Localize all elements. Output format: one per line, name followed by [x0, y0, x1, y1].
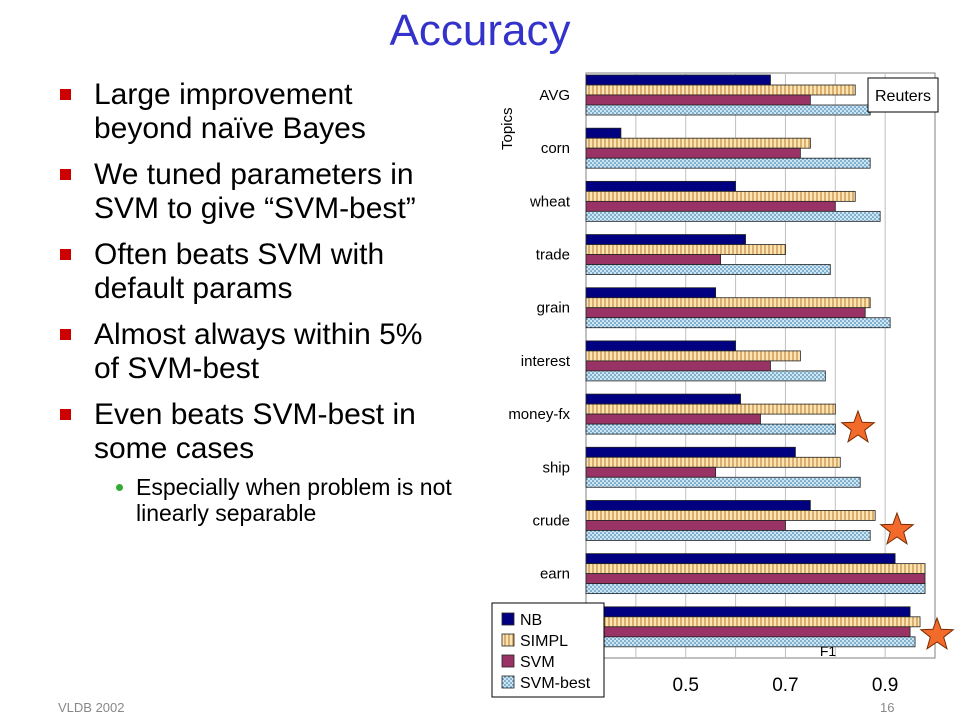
bullet-text: Almost always within 5% of SVM-best — [94, 318, 423, 385]
bar-nb-ship — [585, 446, 796, 458]
bullet-item: We tuned parameters in SVM to give “SVM-… — [58, 158, 454, 226]
x-tick-label: 0.5 — [673, 675, 699, 696]
bar-svm-earn — [585, 573, 926, 585]
bullet-text: Often beats SVM with default params — [94, 238, 385, 305]
sub-bullet-text: Especially when problem is not linearly … — [136, 474, 452, 526]
x-tick-label: 0.7 — [772, 675, 798, 696]
slide-title: Accuracy — [389, 6, 571, 55]
bar-svm-avg — [585, 94, 811, 106]
bar-svm-money-fx — [585, 413, 761, 425]
bar-simpl-trade — [585, 244, 786, 255]
bar-svm-trade — [585, 254, 722, 265]
category-label: grain — [537, 300, 570, 317]
bar-svm-crude — [585, 520, 786, 531]
legend-swatch-svm-best — [501, 675, 515, 689]
bullet-marker-icon — [60, 249, 71, 260]
bullet-marker-icon — [60, 409, 71, 420]
bar-svm-best-trade — [585, 264, 831, 275]
category-label: crude — [532, 512, 570, 529]
bar-simpl-ship — [585, 456, 841, 468]
bar-simpl-interest — [585, 350, 801, 362]
category-label: earn — [540, 566, 570, 583]
star-icon — [840, 409, 876, 443]
bullet-list: Large improvement beyond naïve Bayes We … — [58, 78, 458, 526]
bar-simpl-corn — [585, 137, 811, 149]
bar-svm-corn — [585, 147, 801, 159]
bar-simpl-wheat — [585, 190, 856, 202]
legend-swatch-simpl — [501, 633, 515, 647]
category-label: interest — [521, 353, 571, 370]
bar-nb-grain — [585, 287, 717, 299]
legend-label: NB — [520, 612, 542, 629]
bullet-item: Often beats SVM with default params — [58, 238, 454, 306]
bar-svm-best-money-fx — [585, 423, 836, 435]
legend-label: SVM — [520, 654, 555, 671]
bar-svm-interest — [585, 360, 771, 372]
bar-svm-best-ship — [585, 476, 861, 488]
bar-svm-best-interest — [585, 370, 826, 382]
bar-nb-wheat — [585, 180, 736, 192]
bar-svm-best-crude — [585, 530, 871, 541]
bar-nb-trade — [585, 234, 746, 245]
bullet-text: We tuned parameters in SVM to give “SVM-… — [94, 158, 416, 225]
star-icon — [879, 511, 915, 545]
y-axis-label: Topics — [499, 107, 516, 150]
bar-svm-best-acq — [585, 636, 916, 648]
bar-svm-grain — [585, 307, 866, 319]
bar-nb-avg — [585, 74, 771, 86]
bar-nb-acq — [585, 606, 911, 618]
sub-bullet-item: Especially when problem is not linearly … — [116, 474, 466, 526]
category-label: wheat — [529, 193, 571, 210]
legend-label: SIMPL — [520, 633, 568, 650]
bar-simpl-money-fx — [585, 403, 836, 415]
bullet-item: Even beats SVM-best in some cases — [58, 398, 454, 466]
legend-swatch-svm — [501, 654, 515, 668]
category-label: trade — [536, 247, 570, 264]
legend-swatch-nb — [501, 612, 515, 626]
bullet-marker-icon — [60, 329, 71, 340]
sub-bullet-marker-icon — [116, 484, 123, 491]
category-label: ship — [542, 459, 570, 476]
bar-nb-corn — [585, 127, 622, 139]
bar-simpl-earn — [585, 563, 926, 575]
bar-simpl-acq — [585, 616, 921, 628]
category-label: AVG — [539, 87, 570, 104]
bar-svm-ship — [585, 466, 717, 478]
star-icon — [919, 616, 955, 650]
x-tick-label: 0.9 — [872, 675, 898, 696]
bar-svm-wheat — [585, 200, 836, 212]
inset-label-box — [867, 77, 939, 113]
bar-svm-best-grain — [585, 317, 891, 329]
bar-nb-interest — [585, 340, 736, 352]
bar-nb-money-fx — [585, 393, 741, 405]
bar-nb-earn — [585, 553, 896, 565]
bar-svm-best-corn — [585, 157, 871, 169]
footer-venue: VLDB 2002 — [58, 700, 125, 715]
bar-svm-best-wheat — [585, 210, 881, 222]
legend-label: SVM-best — [520, 675, 591, 692]
bar-nb-crude — [585, 500, 811, 511]
category-label: money-fx — [508, 406, 570, 423]
bullet-text: Even beats SVM-best in some cases — [94, 398, 416, 465]
bullet-marker-icon — [60, 169, 71, 180]
inset-label: Reuters — [875, 88, 931, 105]
bullet-marker-icon — [60, 89, 71, 100]
slide-number: 16 — [880, 700, 895, 715]
bar-simpl-avg — [585, 84, 856, 96]
bar-simpl-crude — [585, 510, 876, 521]
bullet-item: Almost always within 5% of SVM-best — [58, 318, 454, 386]
bullet-item: Large improvement beyond naïve Bayes — [58, 78, 454, 146]
bar-svm-acq — [585, 626, 911, 638]
x-axis-label: F1 — [820, 643, 837, 659]
bar-svm-best-earn — [585, 583, 926, 595]
bullet-text: Large improvement beyond naïve Bayes — [94, 78, 366, 145]
bar-simpl-grain — [585, 297, 871, 309]
bar-svm-best-avg — [585, 104, 871, 116]
category-label: corn — [541, 140, 570, 157]
